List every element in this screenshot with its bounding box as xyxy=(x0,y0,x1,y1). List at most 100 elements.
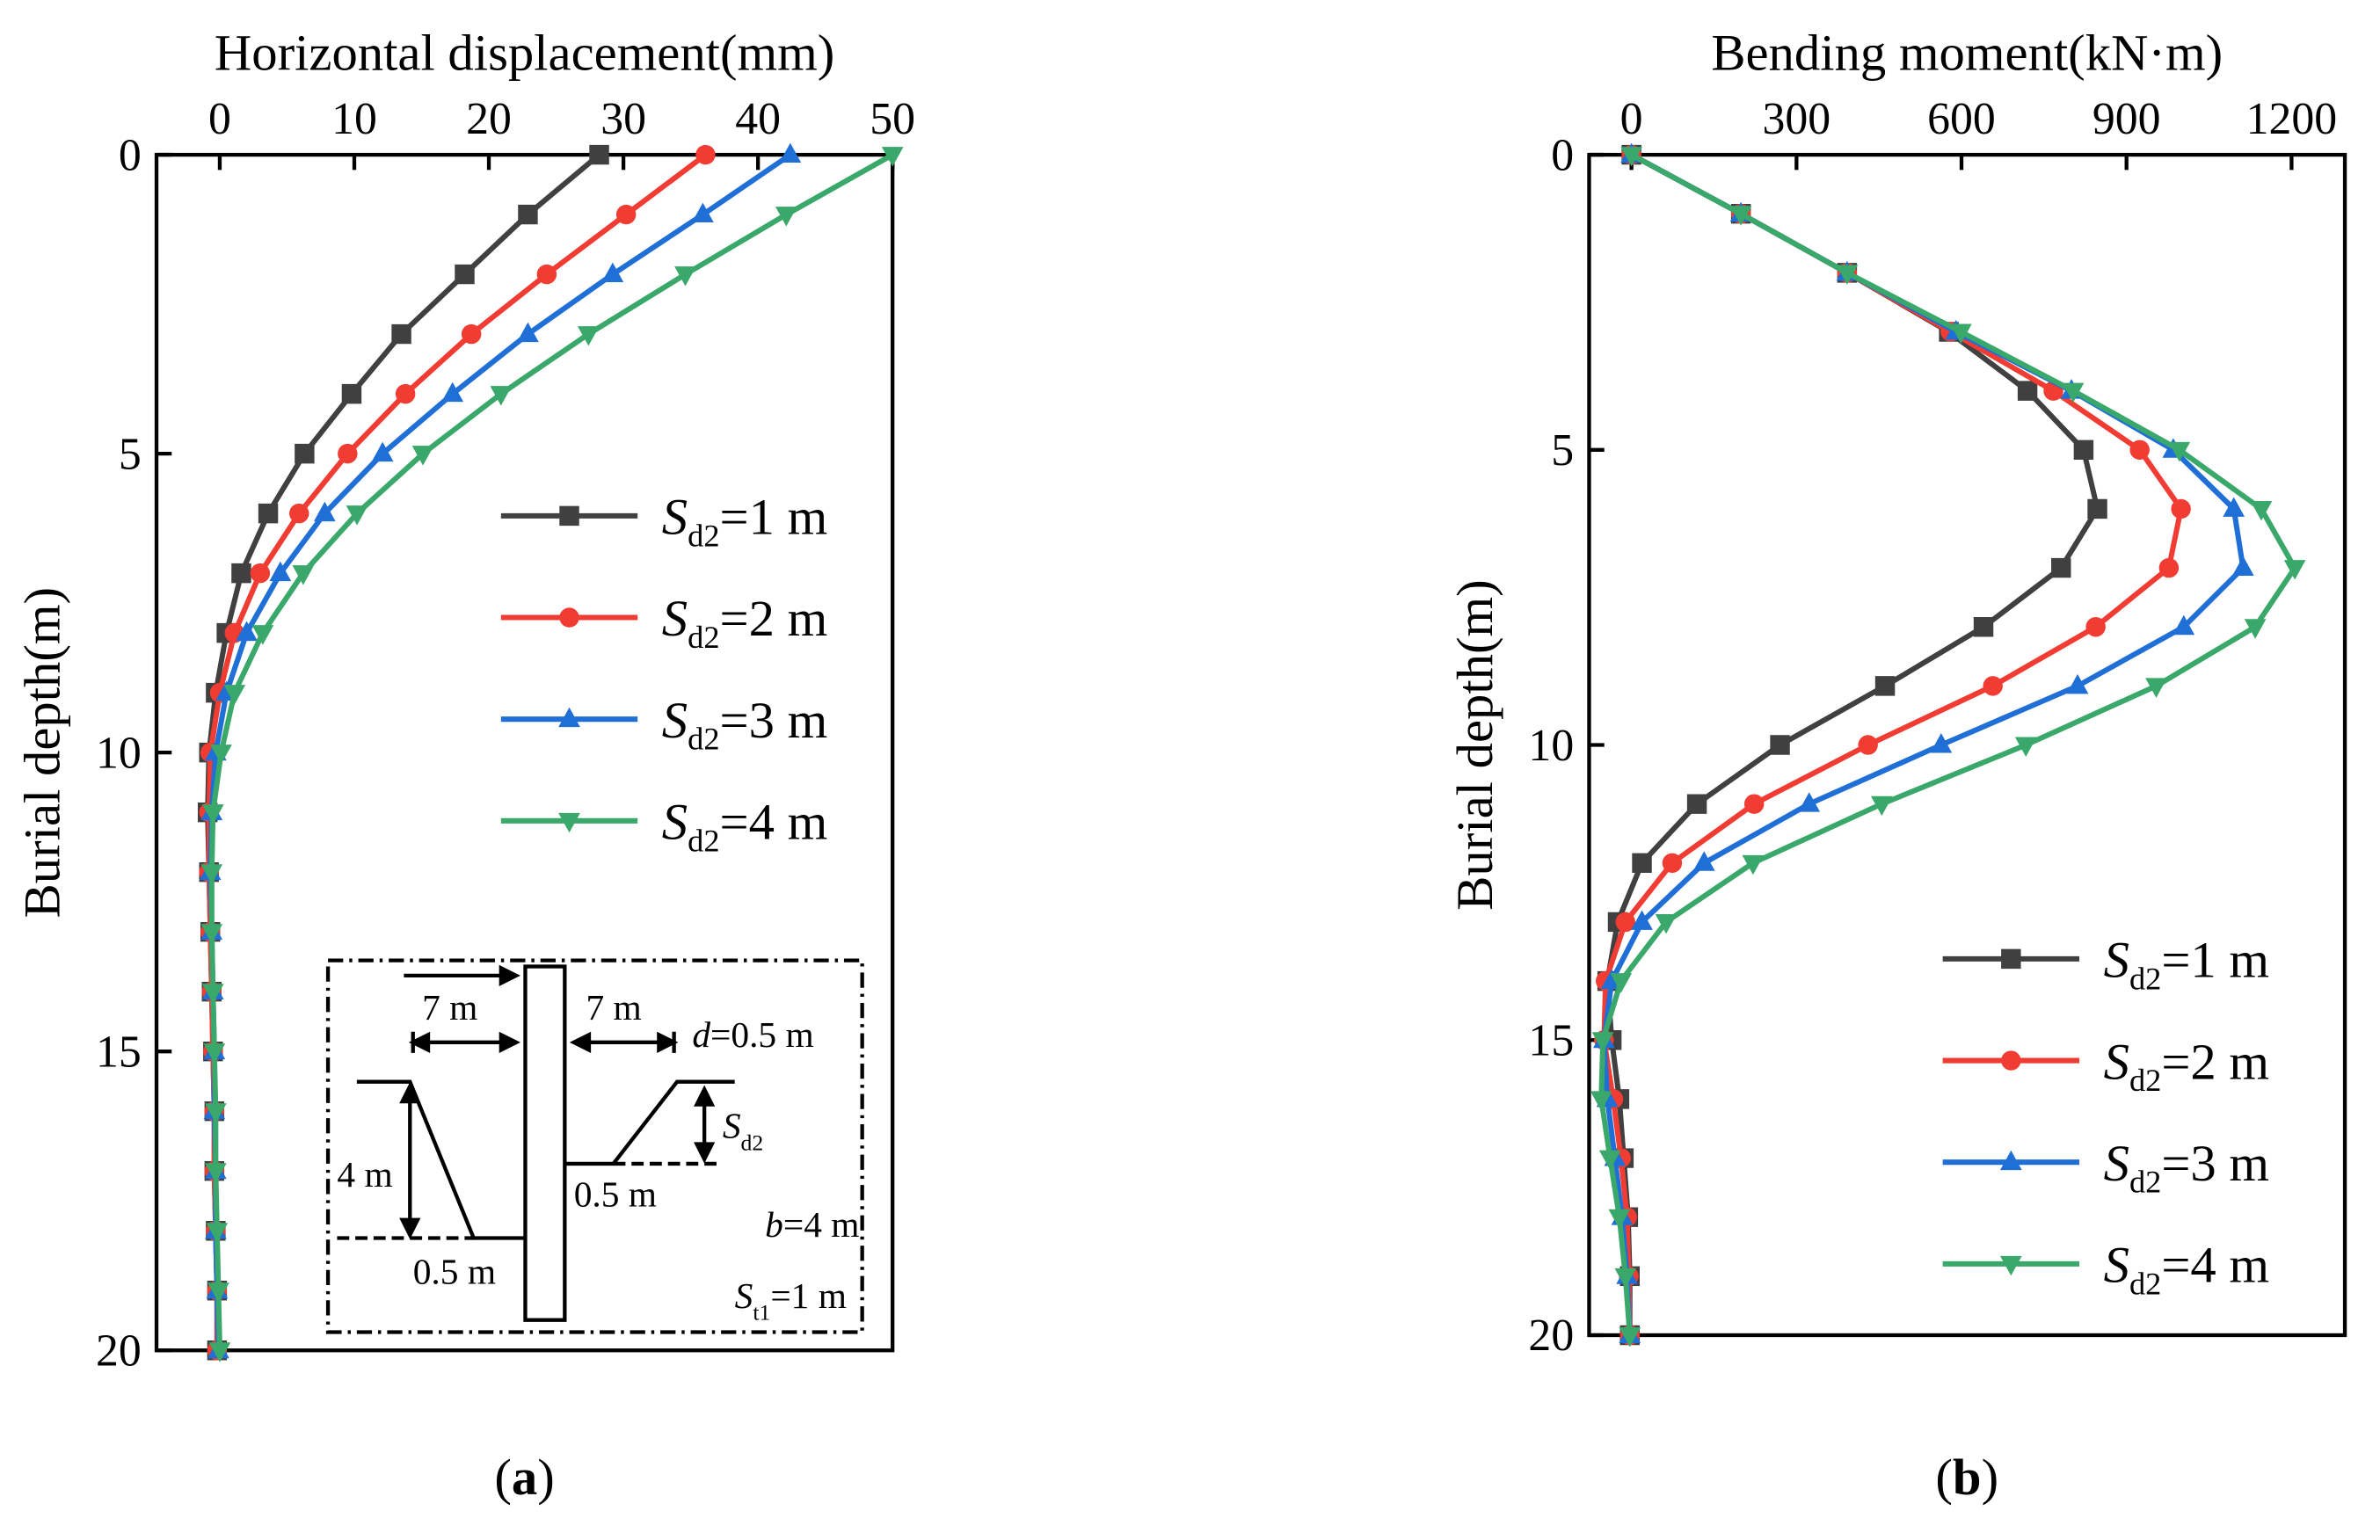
inset-label: b=4 m xyxy=(765,1204,859,1245)
data-point xyxy=(292,565,315,585)
level-lines xyxy=(337,1161,717,1240)
data-point xyxy=(2244,619,2267,639)
legend-marker xyxy=(2001,948,2021,970)
series-line xyxy=(1601,152,2184,1336)
data-point xyxy=(206,1223,229,1243)
inset-label: 7 m xyxy=(422,987,477,1028)
data-point xyxy=(295,443,315,464)
data-point xyxy=(201,984,224,1004)
x-tick-label: 10 xyxy=(331,94,377,144)
inset-label: 4 m xyxy=(337,1154,392,1195)
data-point xyxy=(2158,557,2180,578)
data-point xyxy=(536,264,557,285)
series-line xyxy=(1601,152,2246,1336)
inset-label: St1=1 m xyxy=(735,1275,847,1326)
data-point xyxy=(346,505,368,526)
data-point xyxy=(2173,614,2195,636)
inset-diagram: 7 m 7 m d=0.5 m Sd2 4 m 0.5 m 0.5 m b=4 m St1=1 … xyxy=(325,958,864,1334)
x-tick-label: 900 xyxy=(2093,94,2161,144)
data-point xyxy=(779,142,802,163)
y-tick-label: 0 xyxy=(1551,130,1574,180)
y-tick-label: 10 xyxy=(96,728,142,778)
data-point xyxy=(2250,500,2273,521)
data-point xyxy=(1590,1091,1612,1111)
data-point xyxy=(1930,733,1953,753)
data-point xyxy=(2283,560,2306,580)
x-tick-label: 600 xyxy=(1927,94,1996,144)
data-point xyxy=(2017,381,2038,401)
data-point xyxy=(2145,678,2167,698)
y-tick-label: 15 xyxy=(96,1027,142,1077)
y-tick-label: 5 xyxy=(1551,425,1574,476)
pile xyxy=(523,964,567,1322)
data-point xyxy=(518,204,538,225)
data-point xyxy=(2231,556,2254,577)
data-point xyxy=(577,326,600,346)
data-point xyxy=(200,864,223,884)
data-point xyxy=(251,625,274,645)
data-point xyxy=(1874,676,1896,696)
data-point xyxy=(2073,439,2094,461)
data-point xyxy=(1836,265,1859,285)
data-point xyxy=(1983,676,2003,696)
data-point xyxy=(589,144,609,165)
data-point xyxy=(289,503,309,524)
y-tick-label: 5 xyxy=(119,429,142,479)
legend-marker xyxy=(558,707,580,728)
data-point xyxy=(461,323,482,345)
x-tick-label: 1200 xyxy=(2246,94,2338,144)
data-point xyxy=(210,745,232,765)
data-point xyxy=(1858,735,1878,755)
inset-label: Sd2 xyxy=(723,1106,763,1156)
legend-label: Sd2=2 m xyxy=(662,590,827,655)
data-point xyxy=(1614,1268,1637,1289)
legend-marker xyxy=(1999,1150,2022,1171)
data-point xyxy=(1608,1209,1631,1230)
x-tick-label: 50 xyxy=(870,94,915,144)
data-point xyxy=(2171,498,2191,519)
x-tick-label: 30 xyxy=(600,94,646,144)
x-tick-label: 300 xyxy=(1762,94,1830,144)
legend-label: Sd2=1 m xyxy=(2104,932,2269,997)
data-point xyxy=(1598,1150,1621,1171)
data-point xyxy=(201,804,224,824)
data-point xyxy=(2014,737,2037,757)
right-excavation xyxy=(564,1079,735,1166)
data-point xyxy=(391,323,411,345)
data-point xyxy=(775,207,797,227)
data-point xyxy=(371,441,394,462)
data-point xyxy=(2066,673,2089,694)
y-tick-label: 0 xyxy=(119,130,142,180)
data-point xyxy=(1743,794,1765,814)
data-point xyxy=(2087,498,2107,519)
y-tick-label: 20 xyxy=(96,1326,142,1376)
data-point xyxy=(615,204,637,225)
data-point xyxy=(455,264,475,285)
panel-label: (b) xyxy=(1935,1449,1998,1506)
data-point xyxy=(881,147,904,167)
data-point xyxy=(1631,910,1653,930)
data-point xyxy=(695,144,716,165)
legend-marker xyxy=(558,812,580,833)
legend-label: Sd2=3 m xyxy=(2104,1135,2269,1200)
data-point xyxy=(1870,795,1893,817)
data-point xyxy=(490,386,513,406)
dimension-lines xyxy=(404,973,707,1232)
data-point xyxy=(200,924,223,944)
legend-marker xyxy=(1999,1255,2022,1276)
x-tick-label: 0 xyxy=(1620,94,1643,144)
data-point xyxy=(1770,735,1790,755)
legend-label: Sd2=4 m xyxy=(2104,1237,2269,1302)
data-point xyxy=(1742,854,1765,875)
data-point xyxy=(1729,206,1752,226)
legend-marker xyxy=(559,505,579,527)
data-point xyxy=(1632,853,1652,874)
legend-marker xyxy=(559,607,579,628)
y-tick-label: 20 xyxy=(1528,1311,1574,1361)
data-point xyxy=(1610,973,1633,993)
data-point xyxy=(208,1342,231,1362)
data-point xyxy=(2129,439,2150,461)
data-point xyxy=(2223,497,2245,517)
data-point xyxy=(441,381,464,403)
data-point xyxy=(1692,851,1715,871)
